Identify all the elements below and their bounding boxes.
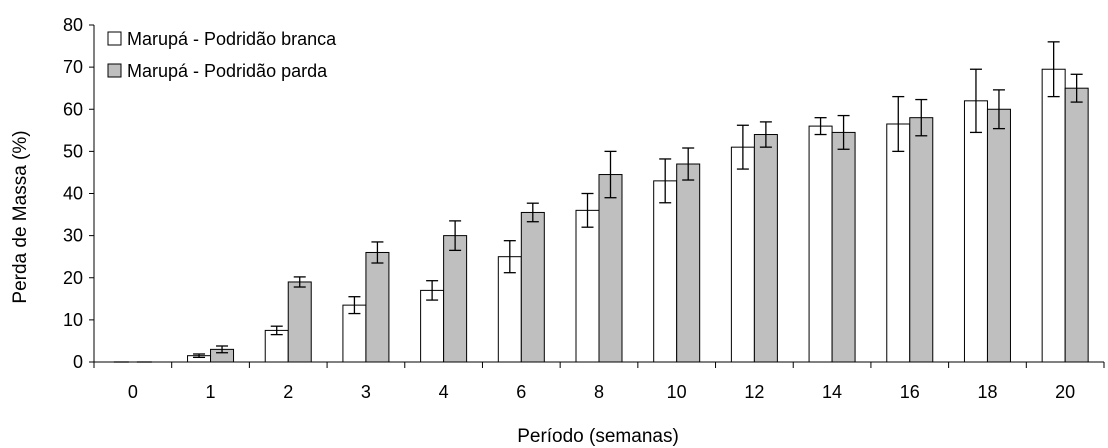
bar-podridao-parda xyxy=(753,134,778,363)
bar-podridao-branca xyxy=(1041,68,1066,363)
y-tick-label: 0 xyxy=(73,352,83,372)
x-tick-label: 8 xyxy=(594,382,604,402)
y-axis-ticks: 0 10 20 30 40 50 60 70 80 xyxy=(63,15,94,372)
y-tick-label: 60 xyxy=(63,99,83,119)
x-tick-label: 16 xyxy=(900,382,920,402)
x-axis-label: Período (semanas) xyxy=(517,426,679,447)
x-tick-label: 18 xyxy=(977,382,997,402)
bar-podridao-branca xyxy=(886,123,911,363)
bar-podridao-parda xyxy=(1064,87,1089,363)
bar-podridao-parda xyxy=(287,281,312,363)
bar-podridao-parda xyxy=(676,163,701,363)
bar-podridao-parda xyxy=(365,251,390,363)
legend-entry: Marupá - Podridão branca xyxy=(127,29,337,49)
x-tick-label: 3 xyxy=(361,382,371,402)
x-tick-label: 0 xyxy=(128,382,138,402)
legend-swatch-podridao-branca xyxy=(107,31,122,46)
y-tick-label: 50 xyxy=(63,141,83,161)
bar-podridao-parda xyxy=(986,108,1011,363)
y-tick-label: 80 xyxy=(63,15,83,35)
bar-podridao-branca xyxy=(808,125,833,363)
bar-podridao-branca xyxy=(575,209,600,363)
y-tick-label: 20 xyxy=(63,268,83,288)
y-tick-label: 70 xyxy=(63,57,83,77)
legend-swatch-podridao-parda xyxy=(107,63,122,78)
bar-podridao-branca xyxy=(653,180,678,363)
bar-podridao-parda xyxy=(443,235,468,363)
legend-entry: Marupá - Podridão parda xyxy=(127,61,328,81)
legend: Marupá - Podridão branca Marupá - Podridã… xyxy=(107,29,337,81)
x-tick-label: 12 xyxy=(744,382,764,402)
axes: 0 1 2 3 4 6 8 10 12 14 16 18 20 xyxy=(93,25,1105,402)
bars xyxy=(113,41,1089,363)
y-tick-label: 40 xyxy=(63,184,83,204)
y-axis-label: Perda de Massa (%) xyxy=(10,130,31,303)
bar-podridao-branca xyxy=(420,289,445,363)
x-tick-label: 2 xyxy=(283,382,293,402)
x-tick-label: 14 xyxy=(822,382,842,402)
bar-podridao-parda xyxy=(520,211,545,363)
y-tick-label: 10 xyxy=(63,310,83,330)
bar-podridao-branca xyxy=(730,146,755,363)
x-tick-label: 6 xyxy=(516,382,526,402)
x-tick-label: 4 xyxy=(439,382,449,402)
y-tick-label: 30 xyxy=(63,226,83,246)
x-tick-label: 20 xyxy=(1055,382,1075,402)
bar-podridao-branca xyxy=(963,100,988,363)
bar-podridao-parda xyxy=(909,117,934,363)
x-tick-label: 1 xyxy=(206,382,216,402)
bar-podridao-parda xyxy=(598,174,623,363)
x-tick-label: 10 xyxy=(667,382,687,402)
bar-podridao-parda xyxy=(831,131,856,363)
